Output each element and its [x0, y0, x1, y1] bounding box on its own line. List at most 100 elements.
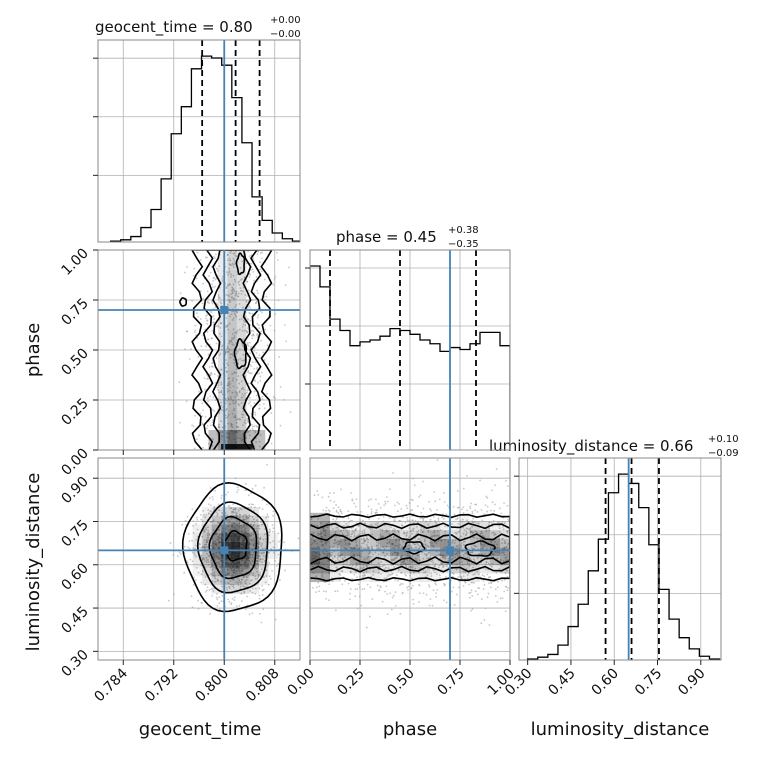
- sample-point: [238, 302, 241, 305]
- hist-bin-p00-16: [272, 233, 282, 242]
- sample-point: [250, 334, 253, 337]
- sample-point: [353, 536, 355, 538]
- sample-point: [455, 568, 458, 571]
- sample-point: [422, 592, 425, 595]
- sample-point: [437, 566, 440, 569]
- sample-point: [465, 530, 468, 533]
- sample-point: [201, 409, 204, 412]
- sample-point: [257, 314, 260, 317]
- sample-point: [340, 512, 343, 515]
- sample-point: [241, 260, 243, 263]
- sample-point: [230, 313, 233, 316]
- hist-bin-p00-13: [242, 143, 252, 242]
- sample-point: [458, 552, 461, 554]
- sample-point: [213, 318, 216, 320]
- sample-point: [359, 568, 361, 571]
- sample-point: [209, 612, 212, 615]
- hist-bin-p11-18: [490, 332, 500, 450]
- sample-point: [243, 518, 246, 521]
- sample-point: [250, 535, 252, 537]
- sample-point: [327, 509, 330, 512]
- sample-point: [251, 579, 253, 582]
- hist-outline-p00: [109, 55, 300, 242]
- sample-point: [339, 579, 341, 581]
- sample-point: [239, 418, 241, 421]
- sample-point: [252, 299, 254, 301]
- sample-point: [503, 502, 505, 504]
- sample-point: [199, 290, 202, 293]
- sample-point: [312, 532, 315, 534]
- sample-point: [231, 310, 234, 313]
- sample-point: [224, 402, 227, 405]
- sample-point: [432, 589, 435, 592]
- sample-point: [252, 551, 255, 554]
- sample-point: [199, 543, 201, 546]
- sample-point: [382, 520, 385, 523]
- sample-point: [482, 547, 485, 550]
- density-cell: [430, 556, 440, 565]
- sample-point: [240, 572, 243, 575]
- sample-point: [220, 383, 223, 386]
- sample-point: [496, 600, 499, 603]
- sample-point: [483, 575, 486, 578]
- sample-point: [493, 509, 496, 512]
- marginal-title-geocent-time-sub: −0.00: [270, 29, 301, 40]
- sample-point: [236, 491, 239, 494]
- sample-point: [284, 569, 286, 572]
- hist-bin-p11-4: [350, 346, 360, 450]
- sample-point: [217, 375, 219, 377]
- sample-point: [266, 513, 269, 516]
- sample-point: [354, 567, 357, 570]
- sample-point: [233, 362, 236, 365]
- sample-point: [202, 529, 205, 532]
- sample-point: [411, 566, 414, 569]
- density-cells-p01: [208, 250, 266, 450]
- sample-point: [270, 442, 273, 445]
- sample-point: [460, 535, 463, 538]
- sample-point: [243, 592, 246, 595]
- sample-point: [218, 608, 221, 611]
- sample-point: [206, 300, 209, 303]
- sample-point: [333, 563, 336, 566]
- sample-point: [245, 301, 248, 304]
- sample-point: [285, 340, 288, 343]
- sample-point: [355, 541, 357, 544]
- sample-point: [346, 529, 348, 532]
- sample-point: [335, 518, 338, 520]
- sample-point: [257, 381, 259, 384]
- sample-point: [334, 609, 337, 612]
- sample-point: [424, 544, 427, 547]
- sample-point: [407, 585, 410, 588]
- sample-point: [406, 516, 408, 519]
- sample-point: [198, 390, 200, 393]
- sample-point: [486, 573, 489, 576]
- sample-point: [192, 425, 195, 428]
- sample-point: [202, 297, 205, 300]
- sample-point: [315, 591, 317, 593]
- sample-point: [258, 587, 261, 590]
- sample-point: [187, 546, 189, 549]
- sample-point: [236, 519, 238, 522]
- sample-point: [236, 295, 239, 298]
- density-cell: [340, 538, 350, 548]
- sample-point: [256, 356, 258, 359]
- sample-point: [235, 421, 238, 424]
- sample-point: [217, 521, 220, 524]
- sample-point: [188, 358, 191, 360]
- sample-point: [253, 542, 256, 545]
- sample-point: [388, 573, 391, 576]
- sample-point: [274, 313, 277, 315]
- sample-point: [358, 586, 361, 589]
- sample-point: [348, 521, 351, 523]
- hist-bin-p00-8: [191, 69, 201, 242]
- sample-point: [347, 510, 350, 513]
- sample-point: [271, 569, 274, 572]
- sample-point: [207, 526, 209, 529]
- sample-point: [252, 572, 255, 575]
- sample-point: [391, 553, 394, 556]
- sample-point: [248, 276, 251, 278]
- sample-point: [504, 542, 506, 545]
- sample-point: [369, 586, 372, 589]
- sample-point: [486, 505, 489, 508]
- density-cell: [192, 550, 203, 559]
